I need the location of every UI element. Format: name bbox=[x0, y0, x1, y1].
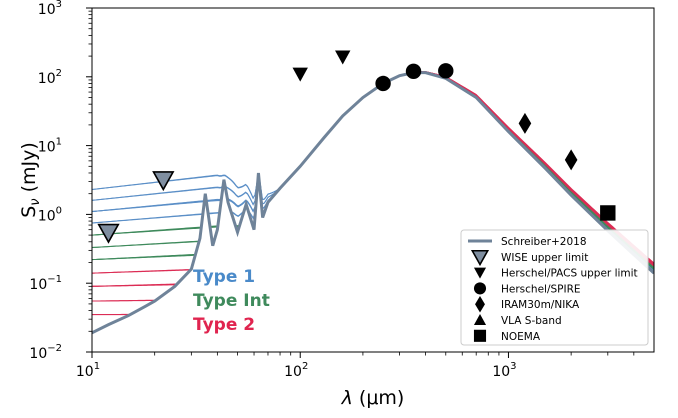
wise-upper-limit-point bbox=[152, 171, 175, 192]
legend-marker-iram30m-nika bbox=[475, 295, 485, 313]
legend-marker-herschel-pacs-upper-limit bbox=[473, 267, 487, 279]
herschel-spire-point bbox=[438, 63, 454, 79]
type-label-type-1: Type 1 bbox=[193, 267, 255, 287]
y-tick-label: 102 bbox=[38, 68, 62, 87]
legend-label: WISE upper limit bbox=[501, 252, 588, 264]
y-tick-label: 101 bbox=[38, 137, 62, 156]
legend-label: IRAM30m/NIKA bbox=[501, 299, 580, 311]
y-axis-label: Sν(mJy) bbox=[18, 142, 43, 218]
y-tick-label: 10−1 bbox=[29, 274, 62, 293]
schreiber-curve-group bbox=[92, 71, 654, 335]
axis-ticks: 101 102 103 10−2 10−1 100 101 102 103 bbox=[29, 0, 635, 380]
y-tick-label: 10−2 bbox=[29, 343, 62, 362]
herschel-spire-point bbox=[405, 63, 422, 80]
type-labels: Type 1 Type Int Type 2 bbox=[193, 267, 270, 335]
data-points bbox=[97, 50, 616, 244]
y-tick-label: 103 bbox=[38, 0, 62, 18]
x-tick-label: 101 bbox=[76, 361, 100, 380]
iram30m-nika-point bbox=[518, 112, 532, 134]
iram30m-nika-point bbox=[564, 149, 578, 171]
legend-label: Herschel/SPIRE bbox=[501, 283, 581, 295]
legend-box bbox=[460, 229, 649, 346]
y-tick-label: 100 bbox=[38, 205, 62, 224]
noema-point bbox=[600, 205, 616, 221]
plot-frame bbox=[91, 7, 655, 353]
herschel-spire-point bbox=[375, 75, 391, 92]
herschel-pacs-upper-limit-point bbox=[335, 50, 351, 65]
legend-marker-noema bbox=[473, 329, 487, 342]
legend-marker-herschel-spire bbox=[473, 282, 487, 295]
schreiber-2018-curve bbox=[92, 71, 654, 335]
herschel-pacs-upper-limit-point bbox=[292, 67, 308, 82]
type-label-type-int: Type Int bbox=[193, 291, 270, 311]
x-tick-label: 103 bbox=[492, 361, 516, 380]
legend-marker-wise-upper-limit bbox=[470, 249, 490, 267]
legend-label: Herschel/PACS upper limit bbox=[501, 268, 638, 280]
x-axis-label: λ (μm) bbox=[341, 387, 405, 409]
legend-label: NOEMA bbox=[501, 331, 541, 343]
legend: Schreiber+2018 WISE upper limit Herschel/P… bbox=[460, 229, 649, 346]
type-label-type-2: Type 2 bbox=[193, 315, 255, 335]
x-tick-label: 102 bbox=[284, 361, 308, 380]
legend-label: VLA S-band bbox=[501, 315, 562, 327]
wise-upper-limit-point bbox=[97, 223, 120, 244]
legend-label: Schreiber+2018 bbox=[501, 236, 587, 248]
legend-marker-vla-s-band bbox=[473, 313, 487, 325]
